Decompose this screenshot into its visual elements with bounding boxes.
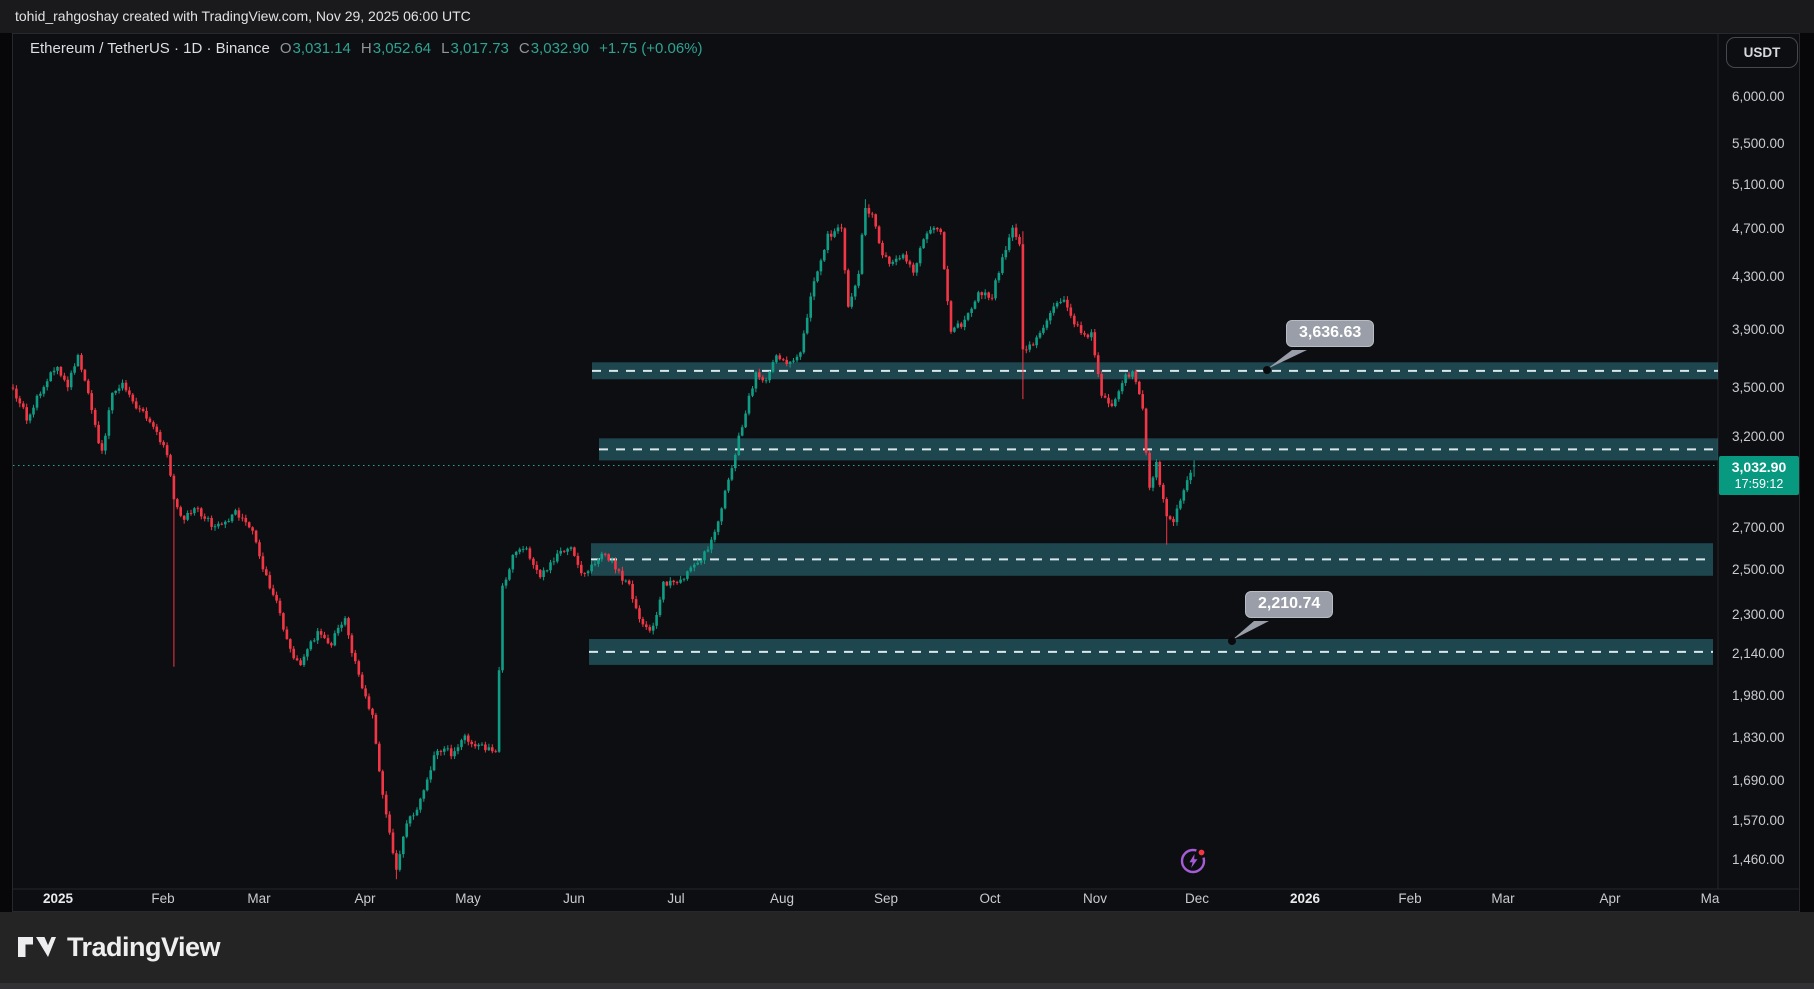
price-tick: 1,460.00: [1732, 852, 1785, 867]
price-callout-lower-text: 2,210.74: [1258, 595, 1321, 612]
price-tick: 2,300.00: [1732, 607, 1785, 622]
down-candle-bodies: [11, 208, 1175, 870]
time-tick: 2026: [1289, 891, 1321, 906]
time-tick: Jul: [667, 891, 685, 906]
high-label: H: [360, 40, 372, 57]
last-price-label: 3,032.90 17:59:12: [1719, 456, 1799, 495]
time-tick: Apr: [1599, 891, 1621, 906]
price-tick: 5,100.00: [1732, 177, 1785, 192]
callout-anchor-dot[interactable]: [1228, 637, 1236, 645]
price-tick: 5,500.00: [1732, 136, 1785, 151]
price-tick: 2,700.00: [1732, 520, 1785, 535]
time-tick: May: [455, 891, 481, 906]
footer-bar: TradingView: [0, 912, 1814, 989]
time-tick: Mar: [1491, 891, 1515, 906]
time-tick: Mar: [247, 891, 271, 906]
time-tick: Sep: [873, 891, 899, 906]
price-tick: 2,140.00: [1732, 646, 1785, 661]
low-label: L: [441, 40, 450, 57]
last-price-value: 3,032.90: [1731, 459, 1787, 475]
price-callout-upper-text: 3,636.63: [1299, 324, 1362, 341]
time-tick: Apr: [354, 891, 376, 906]
close-label: C: [518, 40, 530, 57]
time-tick: Oct: [979, 891, 1001, 906]
callout-tail: [1267, 350, 1307, 369]
price-callout-lower[interactable]: 2,210.74: [1245, 591, 1334, 618]
bar-countdown: 17:59:12: [1734, 477, 1784, 491]
time-tick: 2025: [42, 891, 74, 906]
attribution-text: tohid_rahgoshay created with TradingView…: [15, 8, 471, 24]
time-tick: Dec: [1184, 891, 1210, 906]
boost-icon-graphic: [1180, 847, 1207, 874]
currency-toggle-button[interactable]: USDT: [1726, 37, 1798, 68]
price-tick: 1,690.00: [1732, 773, 1785, 788]
close-value: 3,032.90: [530, 40, 590, 57]
price-tick: 3,900.00: [1732, 322, 1785, 337]
high-value: 3,052.64: [372, 40, 432, 57]
price-callout-upper[interactable]: 3,636.63: [1286, 320, 1375, 347]
boost-icon[interactable]: [1178, 845, 1208, 875]
price-tick: 6,000.00: [1732, 89, 1785, 104]
time-tick: Jun: [563, 891, 585, 906]
open-label: O: [279, 40, 292, 57]
tradingview-logo-icon: [18, 937, 56, 957]
price-tick: 2,500.00: [1732, 562, 1785, 577]
symbol-title[interactable]: Ethereum / TetherUS · 1D · Binance: [30, 40, 270, 57]
time-tick: Feb: [1398, 891, 1422, 906]
change-value: +1.75 (+0.06%): [599, 40, 703, 57]
price-tick: 3,500.00: [1732, 380, 1785, 395]
time-tick: Ma: [1700, 891, 1720, 906]
time-tick: Nov: [1082, 891, 1108, 906]
down-candle-wicks: [12, 204, 1174, 880]
price-tick: 4,700.00: [1732, 221, 1785, 236]
tradingview-logo[interactable]: TradingView: [0, 912, 1814, 982]
time-axis[interactable]: 2025 Feb Mar Apr May Jun Jul Aug Sep Oct Nov Dec 202…: [12, 889, 1800, 912]
footer-strip: [0, 983, 1814, 989]
time-tick: Aug: [769, 891, 795, 906]
tradingview-wordmark: TradingView: [67, 931, 221, 962]
price-axis[interactable]: 6,000.00 5,500.00 5,100.00 4,700.00 4,300.00…: [1718, 33, 1800, 889]
time-tick: Feb: [151, 891, 175, 906]
price-tick: 1,830.00: [1732, 730, 1785, 745]
price-tick: 4,300.00: [1732, 269, 1785, 284]
callout-anchor-dot[interactable]: [1263, 366, 1271, 374]
callout-tail: [1232, 621, 1269, 640]
price-tick: 1,980.00: [1732, 688, 1785, 703]
chart-panel: [12, 33, 1800, 912]
up-candle-bodies: [28, 208, 1196, 870]
snapshot-attribution-bar: tohid_rahgoshay created with TradingView…: [0, 0, 1814, 33]
supply-demand-zone[interactable]: [599, 438, 1718, 461]
chart-legend: Ethereum / TetherUS · 1D · Binance O 3,0…: [30, 40, 703, 57]
price-tick: 1,570.00: [1732, 813, 1785, 828]
up-candle-wicks: [29, 199, 1195, 872]
low-value: 3,017.73: [450, 40, 509, 57]
open-value: 3,031.14: [292, 40, 351, 57]
price-tick: 3,200.00: [1732, 429, 1785, 444]
